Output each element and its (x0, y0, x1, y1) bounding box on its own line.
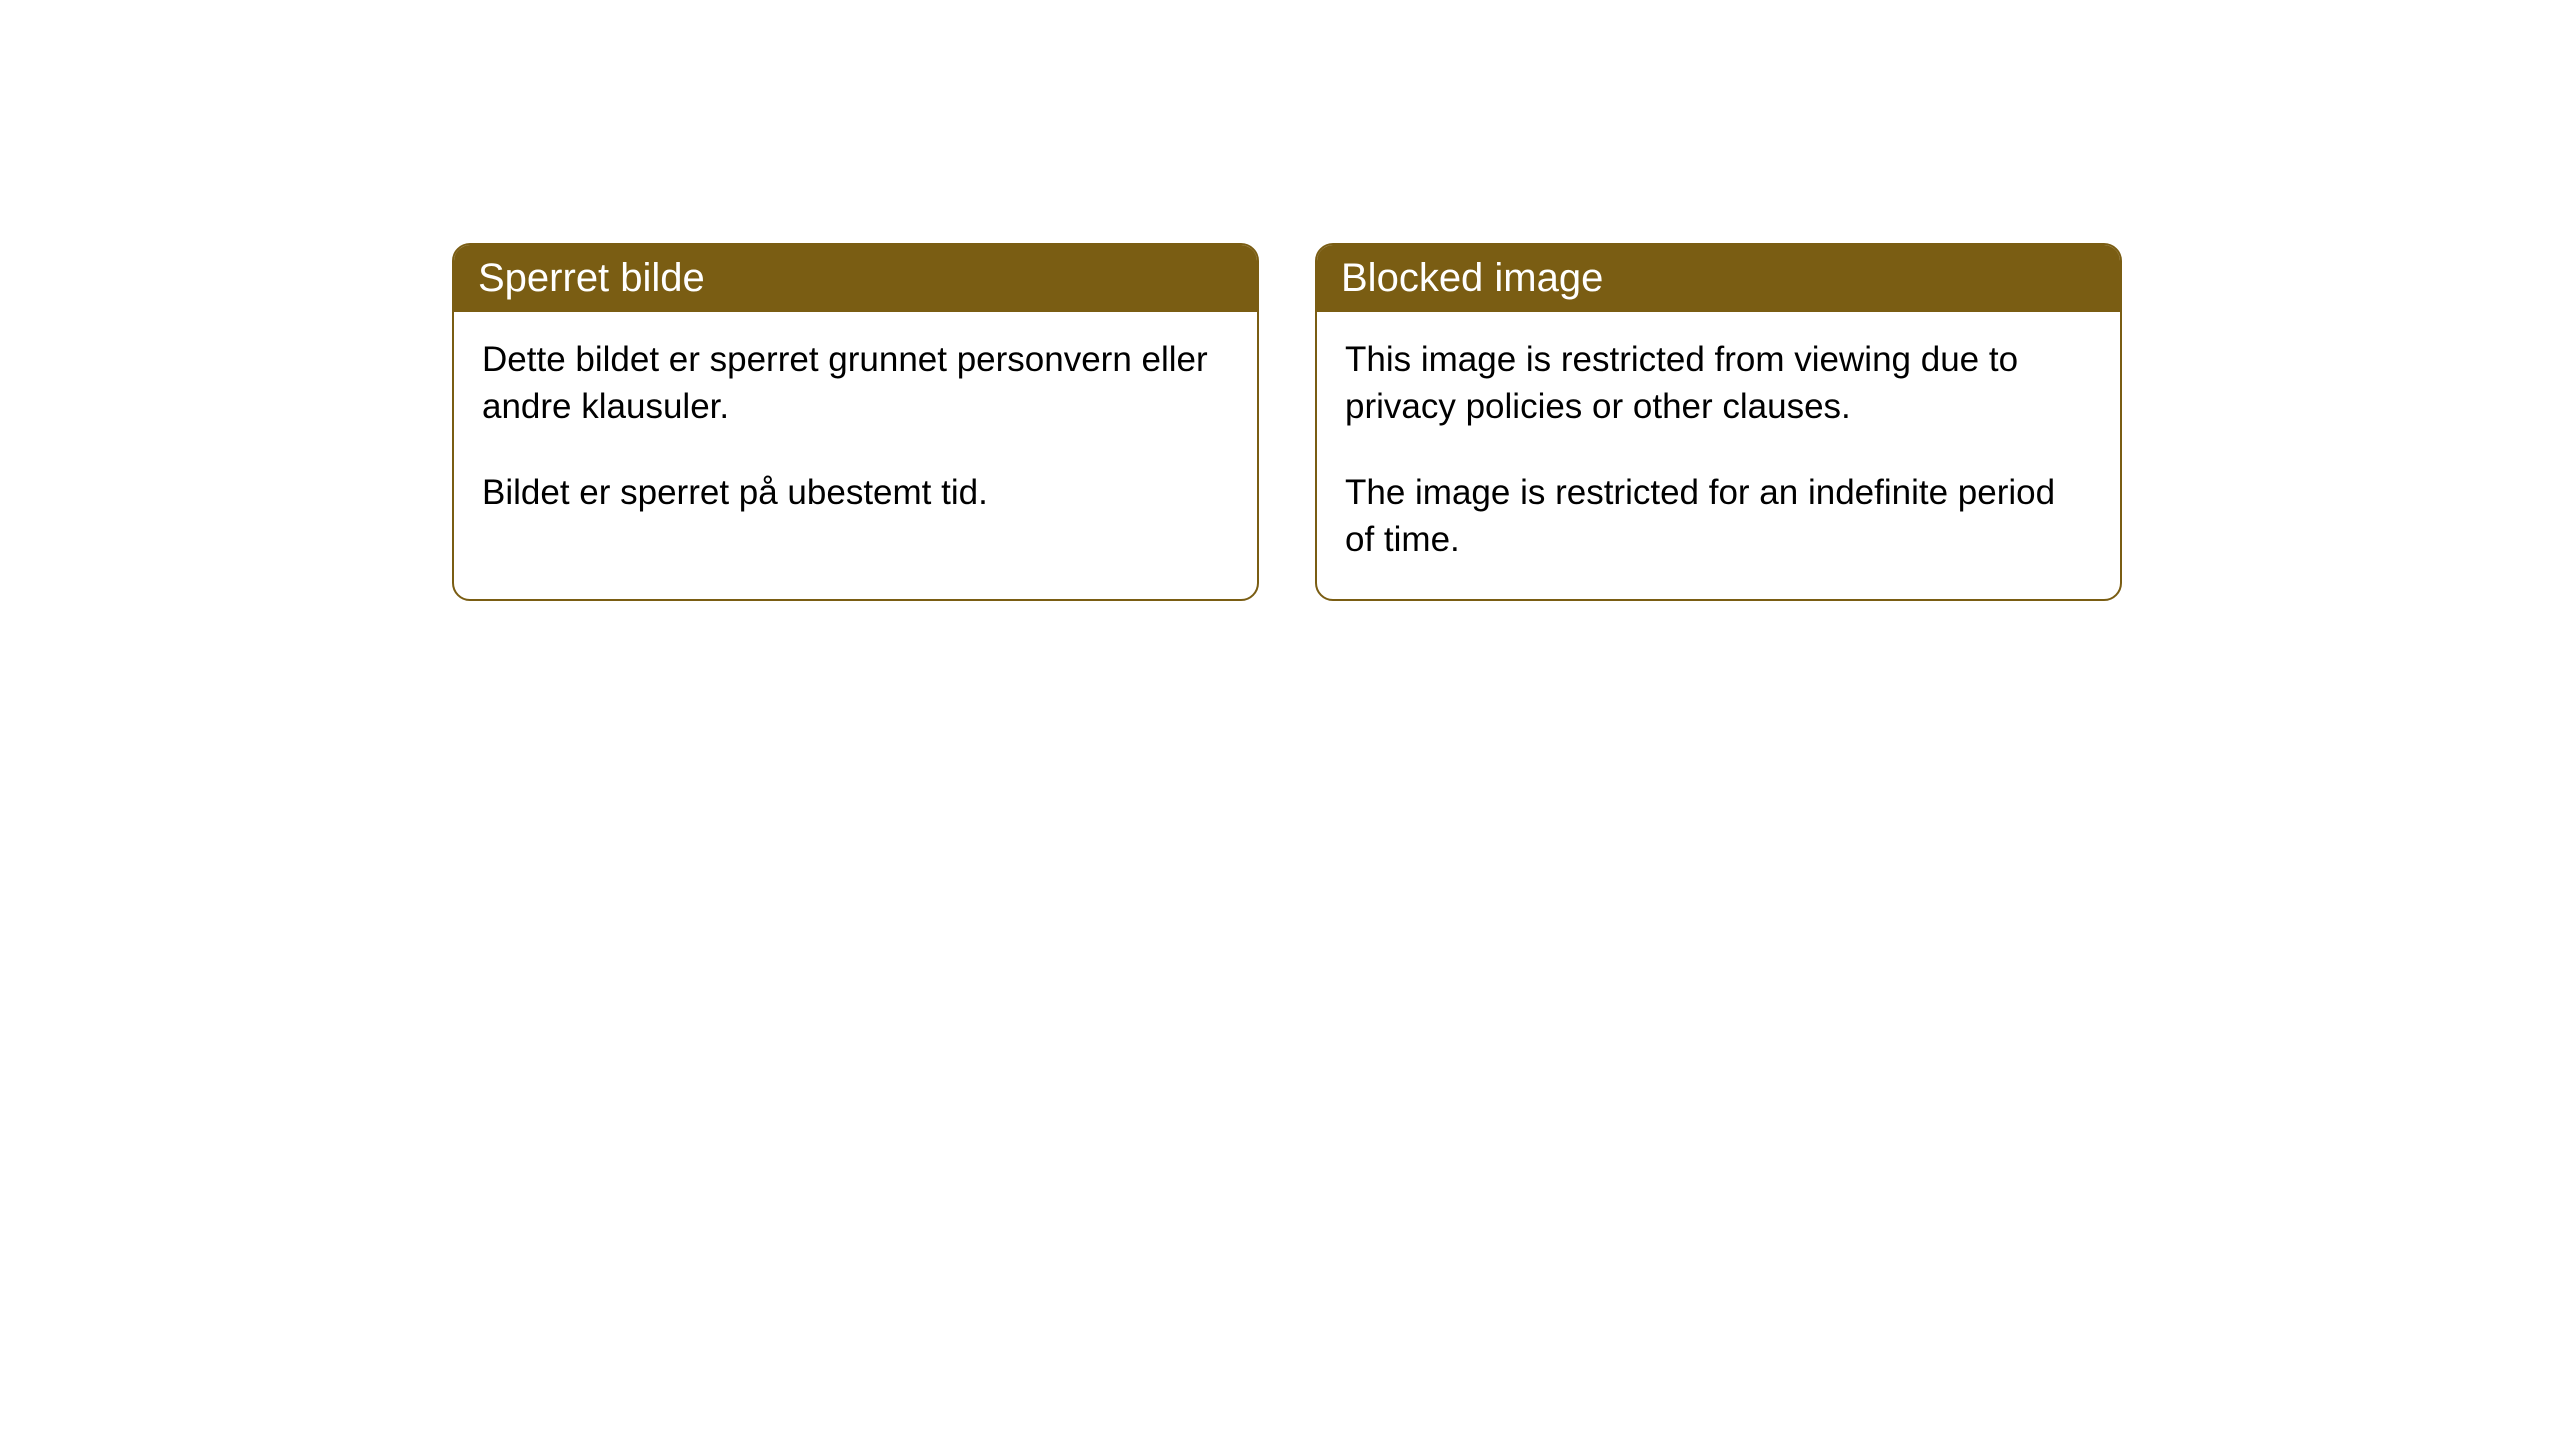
cards-container: Sperret bilde Dette bildet er sperret gr… (0, 0, 2560, 601)
blocked-image-card-norwegian: Sperret bilde Dette bildet er sperret gr… (452, 243, 1259, 601)
card-paragraph: Dette bildet er sperret grunnet personve… (482, 336, 1229, 431)
card-paragraph: The image is restricted for an indefinit… (1345, 469, 2092, 564)
card-paragraph: This image is restricted from viewing du… (1345, 336, 2092, 431)
blocked-image-card-english: Blocked image This image is restricted f… (1315, 243, 2122, 601)
card-body: This image is restricted from viewing du… (1317, 312, 2120, 599)
card-header: Sperret bilde (454, 245, 1257, 312)
card-body: Dette bildet er sperret grunnet personve… (454, 312, 1257, 552)
card-header: Blocked image (1317, 245, 2120, 312)
card-paragraph: Bildet er sperret på ubestemt tid. (482, 469, 1229, 516)
